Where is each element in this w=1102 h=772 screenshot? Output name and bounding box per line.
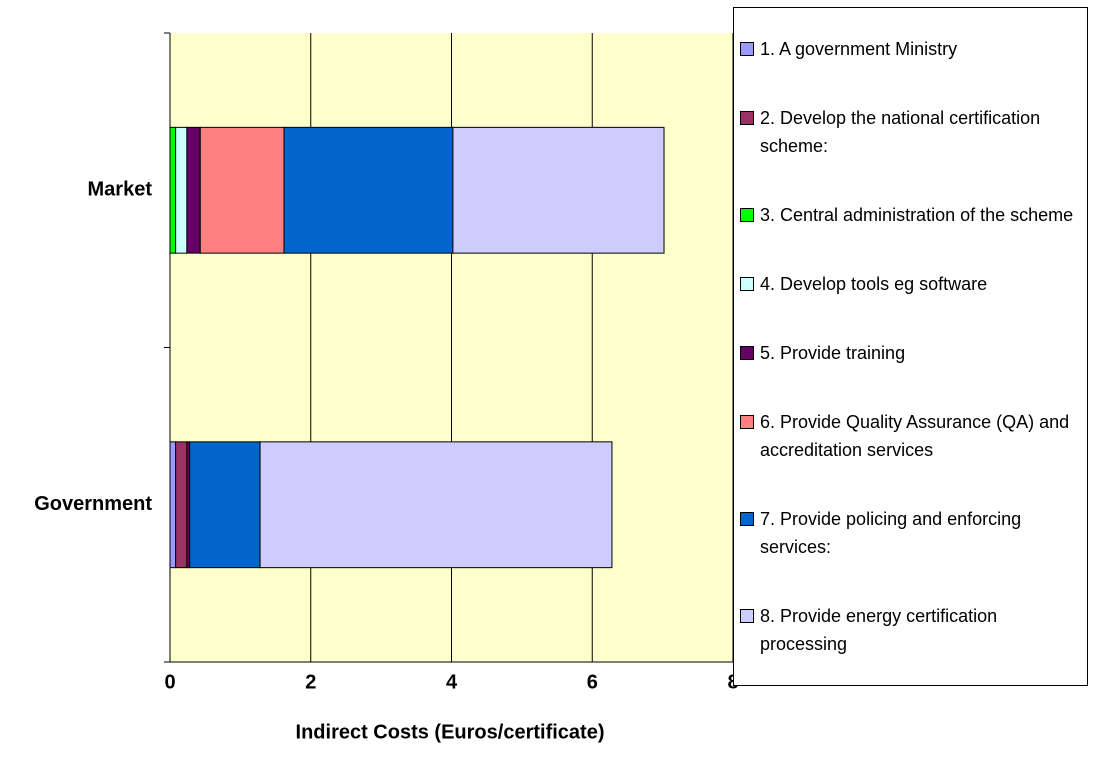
bar-segment xyxy=(175,126,188,254)
legend-swatch xyxy=(740,415,754,430)
legend: 1. A government Ministry 2. Develop the n… xyxy=(733,7,1088,686)
bar-segment xyxy=(199,126,285,254)
y-tick-label: Market xyxy=(88,179,153,201)
x-tick-label: 6 xyxy=(587,671,598,693)
legend-swatch xyxy=(740,512,754,527)
legend-item: 5. Provide training xyxy=(734,339,1087,367)
legend-item: 8. Provide energy certification processi… xyxy=(734,602,1087,658)
bar-segment xyxy=(169,441,177,569)
bar-segment xyxy=(283,126,454,254)
legend-label: 5. Provide training xyxy=(760,343,906,364)
bar-segment xyxy=(175,441,188,569)
x-tick-label: 0 xyxy=(164,671,175,693)
legend-label: 4. Develop tools eg software xyxy=(760,273,988,294)
legend-swatch xyxy=(740,110,754,125)
y-tick-label: Government xyxy=(34,493,152,515)
x-axis-title: Indirect Costs (Euros/certificate) xyxy=(296,721,605,743)
x-tick-label: 2 xyxy=(305,671,316,693)
legend-swatch xyxy=(740,276,754,291)
legend-item: 1. A government Ministry xyxy=(734,35,1087,63)
legend-item: 6. Provide Quality Assurance (QA) and ac… xyxy=(734,408,1087,464)
legend-label: 2. Develop the national certification sc… xyxy=(760,107,1041,156)
legend-label: 8. Provide energy certification processi… xyxy=(760,606,998,655)
legend-label: 6. Provide Quality Assurance (QA) and ac… xyxy=(760,412,1070,461)
bar-segment xyxy=(186,126,201,254)
legend-item: 4. Develop tools eg software xyxy=(734,270,1087,298)
legend-label: 1. A government Ministry xyxy=(760,38,958,59)
legend-item: 2. Develop the national certification sc… xyxy=(734,104,1087,160)
legend-label: 3. Central administration of the scheme xyxy=(760,204,1074,225)
legend-item: 7. Provide policing and enforcing servic… xyxy=(734,505,1087,561)
bar-segment xyxy=(169,126,177,254)
legend-swatch xyxy=(740,41,754,56)
legend-swatch xyxy=(740,207,754,222)
bar-segment xyxy=(259,441,613,569)
legend-item: 3. Central administration of the scheme xyxy=(734,201,1087,229)
x-tick-label: 4 xyxy=(446,671,458,693)
legend-swatch xyxy=(740,609,754,624)
bar-segment xyxy=(452,126,665,254)
bar-segment xyxy=(189,441,261,569)
legend-swatch xyxy=(740,346,754,361)
legend-label: 7. Provide policing and enforcing servic… xyxy=(760,509,1022,558)
